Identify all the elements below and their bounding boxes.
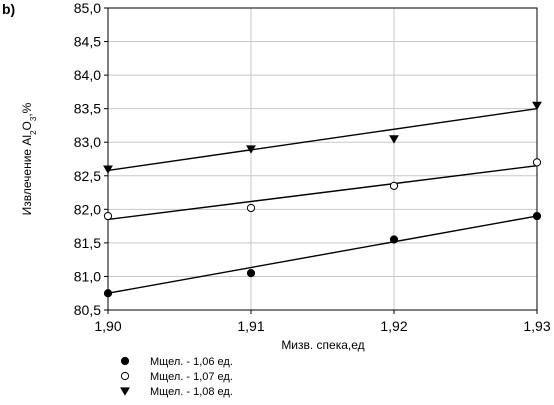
fit-line-series-2 <box>107 165 538 221</box>
data-point-series-1 <box>532 211 542 221</box>
legend: Мщел. - 1,06 ед. Мщел. - 1,07 ед. Мщел. - … <box>120 356 233 398</box>
data-point-series-1 <box>389 235 399 244</box>
series <box>103 101 542 298</box>
y-axis-title-part: ,% <box>20 102 34 116</box>
data-point-series-2 <box>246 203 256 213</box>
data-point-series-2 <box>532 158 542 167</box>
legend-label-2: Мщел. - 1,07 ед. <box>150 371 233 383</box>
grid <box>108 8 537 310</box>
y-tick-label: 84,5 <box>74 34 101 50</box>
series-3 <box>103 101 542 174</box>
x-tick-label: 1,92 <box>380 318 407 334</box>
data-point-series-3 <box>389 135 399 144</box>
data-point-series-1 <box>246 268 256 278</box>
fit-line-series-1 <box>107 215 538 294</box>
y-tick-label: 85,0 <box>74 0 101 16</box>
x-axis-title: Мизв. спека,ед <box>281 338 364 352</box>
legend-label-3: Мщел. - 1,08 ед. <box>150 386 233 398</box>
y-axis-title: Извлечение Al2O3,% <box>20 102 38 215</box>
y-axis-ticks: 80,5 81,0 81,5 82,0 82,5 83,0 83,5 84,0 84,5 85,0 <box>74 0 108 318</box>
data-point-series-3 <box>103 165 113 174</box>
y-axis-title-subscript: 3 <box>29 116 38 121</box>
legend-marker-2 <box>120 371 130 381</box>
y-axis-title-part: O <box>20 121 34 130</box>
fit-line-series-3 <box>107 107 538 172</box>
x-tick-label: 1,90 <box>94 318 121 334</box>
x-tick-label: 1,91 <box>237 318 264 334</box>
y-tick-label: 82,5 <box>74 168 101 184</box>
data-point-series-3 <box>532 101 542 111</box>
y-tick-label: 80,5 <box>74 302 101 318</box>
series-1 <box>103 211 542 298</box>
y-tick-label: 83,5 <box>74 101 101 117</box>
panel-label: b) <box>2 1 15 17</box>
series-2 <box>103 158 542 221</box>
data-point-series-2 <box>389 181 399 190</box>
y-tick-label: 82,0 <box>74 201 101 217</box>
y-tick-label: 81,5 <box>74 235 101 251</box>
data-point-series-3 <box>246 145 256 154</box>
x-tick-label: 1,93 <box>523 318 550 334</box>
data-point-series-2 <box>103 211 113 221</box>
y-axis-title-part: Извлечение Al <box>20 135 34 215</box>
legend-label-1: Мщел. - 1,06 ед. <box>150 356 233 368</box>
y-axis-title-subscript: 2 <box>29 130 38 135</box>
y-tick-label: 81,0 <box>74 268 101 284</box>
data-point-series-1 <box>103 289 113 298</box>
x-axis-ticks: 1,90 1,91 1,92 1,93 <box>94 310 551 334</box>
plot-frame <box>107 7 538 311</box>
y-tick-label: 83,0 <box>74 134 101 150</box>
legend-marker-1 <box>120 356 130 366</box>
y-tick-label: 84,0 <box>74 67 101 83</box>
legend-marker-3 <box>120 387 130 396</box>
